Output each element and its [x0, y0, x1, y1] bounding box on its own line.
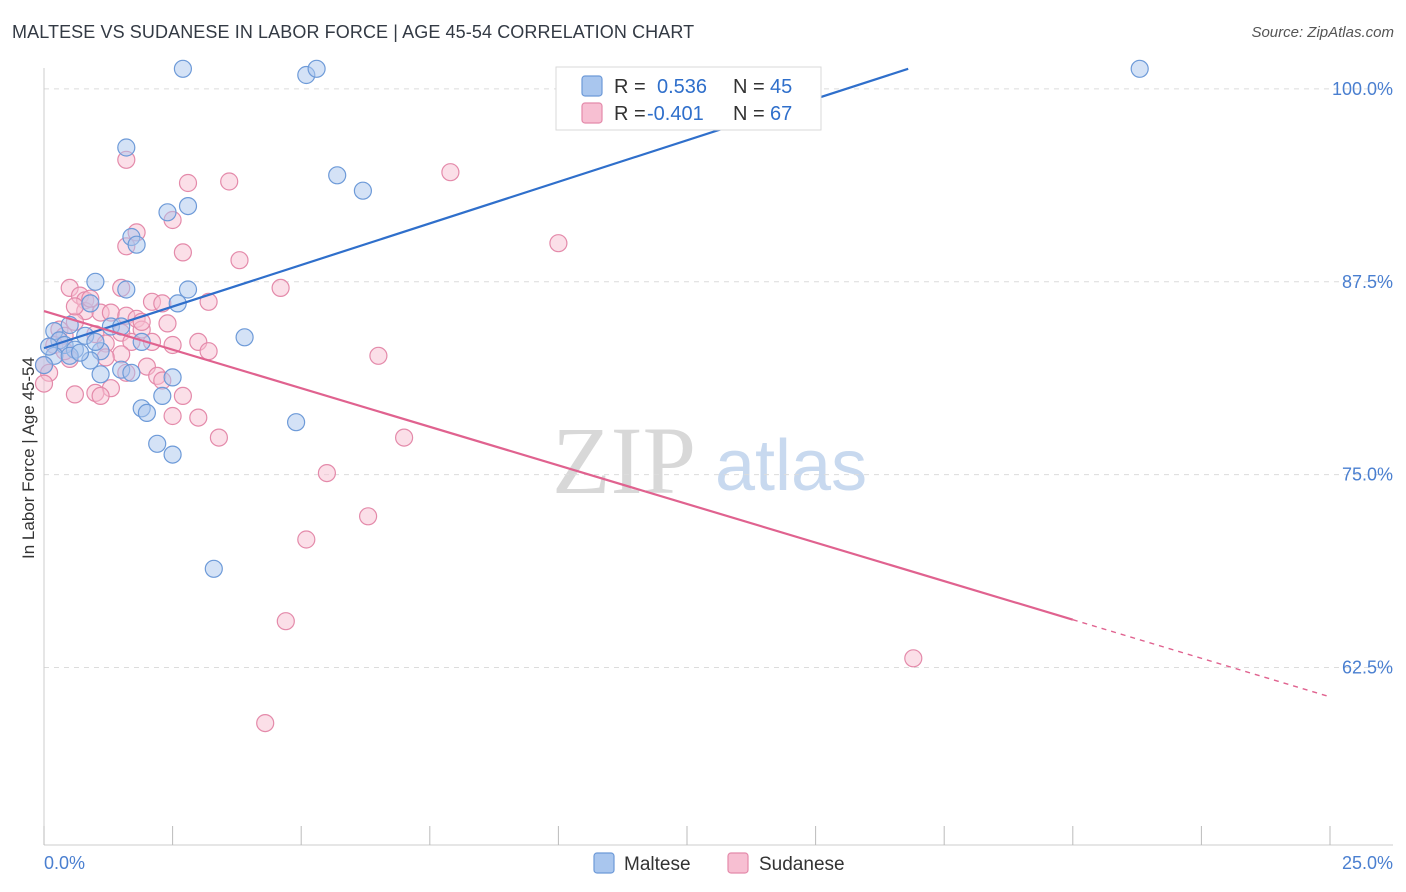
sudanese-point: [271, 278, 290, 297]
maltese-point: [34, 356, 54, 375]
maltese-point: [307, 59, 326, 78]
sudanese-bottom-swatch: [727, 852, 749, 874]
maltese-point: [86, 332, 105, 351]
sudanese-trendline: [43, 310, 1074, 621]
watermark-atlas: atlas: [715, 426, 867, 506]
maltese-bottom-label: Maltese: [624, 854, 691, 875]
y-tick-label: 75.0%: [1342, 465, 1393, 485]
sudanese-point: [317, 464, 336, 483]
maltese-point: [1130, 59, 1149, 78]
sudanese-point: [163, 406, 182, 426]
maltese-point: [173, 59, 192, 78]
maltese-legend-swatch: [581, 75, 603, 97]
sudanese-point: [359, 507, 378, 526]
maltese-point: [158, 203, 177, 222]
maltese-bottom-swatch: [593, 852, 615, 874]
sudanese-point: [173, 386, 192, 405]
sudanese-point: [199, 342, 218, 361]
x-tick-label-start: 0.0%: [44, 853, 85, 873]
sudanese-point: [178, 173, 198, 193]
sudanese-point: [65, 297, 85, 316]
maltese-point: [127, 235, 146, 254]
sudanese-point: [199, 292, 218, 311]
maltese-point: [122, 363, 141, 382]
sudanese-point: [276, 612, 295, 631]
y-tick-label: 100.0%: [1332, 79, 1393, 99]
sudanese-bottom-label: Sudanese: [759, 854, 845, 875]
maltese-point: [178, 280, 198, 299]
sudanese-r-label: R =: [614, 103, 646, 125]
maltese-point: [153, 386, 172, 405]
y-axis-label: In Labor Force | Age 45-54: [19, 357, 38, 559]
maltese-r-label: R =: [614, 76, 646, 98]
maltese-r-value: 0.536: [657, 76, 707, 98]
watermark-zip: ZIP: [552, 407, 696, 514]
sudanese-legend-swatch: [581, 102, 603, 124]
trendlines: [43, 67, 1331, 698]
sudanese-point: [441, 163, 460, 182]
maltese-point: [117, 138, 136, 157]
sudanese-point: [256, 713, 275, 733]
sudanese-trendline-extension: [1072, 619, 1331, 698]
sudanese-point: [904, 649, 923, 668]
y-tick-labels: 62.5% 75.0% 87.5% 100.0%: [1332, 79, 1393, 678]
sudanese-point: [173, 243, 192, 262]
sudanese-point: [395, 428, 414, 447]
maltese-point: [117, 280, 136, 299]
maltese-point: [163, 445, 182, 464]
maltese-point: [204, 559, 223, 578]
maltese-point: [328, 166, 347, 185]
y-tick-label: 62.5%: [1342, 658, 1393, 678]
maltese-point: [168, 294, 187, 313]
axes: [43, 68, 1393, 846]
sudanese-point: [549, 234, 568, 253]
maltese-point: [86, 272, 105, 291]
sudanese-point: [209, 428, 228, 447]
chart-title: MALTESE VS SUDANESE IN LABOR FORCE | AGE…: [12, 22, 695, 42]
watermark: ZIP atlas: [552, 407, 867, 514]
source-label: Source: ZipAtlas.com: [1251, 24, 1394, 41]
maltese-point: [287, 413, 306, 432]
bottom-legend: Maltese Sudanese: [593, 852, 845, 875]
x-tick-labels: 0.0% 25.0%: [44, 853, 1393, 873]
sudanese-point: [65, 385, 85, 404]
maltese-point: [178, 197, 198, 216]
maltese-point: [235, 328, 254, 347]
sudanese-point: [369, 346, 388, 365]
sudanese-n-label: N =: [733, 103, 765, 125]
maltese-point: [137, 403, 156, 422]
sudanese-point: [189, 408, 208, 427]
maltese-point: [148, 434, 167, 453]
sudanese-point: [297, 530, 316, 549]
maltese-n-label: N =: [733, 76, 765, 98]
sudanese-point: [158, 314, 177, 333]
maltese-point: [91, 365, 110, 384]
y-tick-label: 87.5%: [1342, 272, 1393, 292]
maltese-point: [163, 368, 182, 387]
maltese-point: [353, 181, 372, 200]
maltese-point: [81, 294, 100, 313]
top-legend: R = 0.536 N = 45 R = -0.401 N = 67: [555, 66, 822, 131]
sudanese-point: [112, 345, 131, 364]
grid: [44, 88, 1393, 669]
maltese-n-value: 45: [770, 76, 792, 98]
sudanese-point: [91, 386, 110, 405]
maltese-series: [34, 59, 1149, 578]
maltese-point: [70, 343, 90, 362]
sudanese-point: [34, 374, 54, 393]
sudanese-point: [220, 172, 239, 191]
x-tick-label-end: 25.0%: [1342, 853, 1393, 873]
sudanese-point: [230, 251, 249, 270]
sudanese-n-value: 67: [770, 103, 792, 125]
sudanese-r-value: -0.401: [647, 103, 704, 125]
